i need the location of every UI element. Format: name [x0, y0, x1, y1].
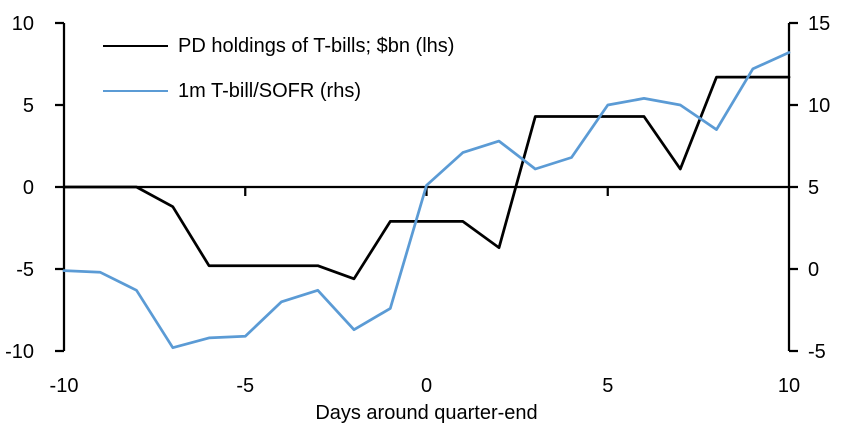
right-axis-tick-label: 10 — [808, 95, 830, 117]
right-axis-tick-label: 5 — [808, 177, 819, 199]
chart-legend: PD holdings of T-bills; $bn (lhs) 1m T-b… — [103, 34, 454, 124]
legend-label-tbill-sofr: 1m T-bill/SOFR (rhs) — [178, 80, 361, 102]
x-axis-tick-label: 0 — [421, 375, 432, 397]
left-axis-tick-label: 10 — [12, 13, 34, 35]
left-axis-tick-label: -10 — [5, 341, 34, 363]
series-line-0 — [62, 75, 791, 281]
series-line-1 — [62, 51, 791, 350]
x-axis-tick-label: -5 — [236, 375, 254, 397]
x-axis-title: Days around quarter-end — [315, 402, 537, 424]
legend-line-sample-blue — [103, 90, 168, 92]
legend-item-tbill-sofr: 1m T-bill/SOFR (rhs) — [103, 79, 454, 103]
right-axis-tick-label: 15 — [808, 13, 830, 35]
legend-line-sample-black — [103, 45, 168, 47]
legend-label-pd-holdings: PD holdings of T-bills; $bn (lhs) — [178, 35, 455, 57]
left-axis-tick-label: -5 — [16, 259, 34, 281]
right-axis-tick-label: 0 — [808, 259, 819, 281]
x-axis-tick-label: 5 — [602, 375, 613, 397]
left-axis-tick-label: 5 — [23, 95, 34, 117]
x-axis-tick-label: -10 — [50, 375, 79, 397]
x-axis-tick-label: 10 — [778, 375, 800, 397]
right-axis-tick-label: -5 — [808, 341, 826, 363]
left-axis-tick-label: 0 — [23, 177, 34, 199]
legend-item-pd-holdings: PD holdings of T-bills; $bn (lhs) — [103, 34, 454, 58]
